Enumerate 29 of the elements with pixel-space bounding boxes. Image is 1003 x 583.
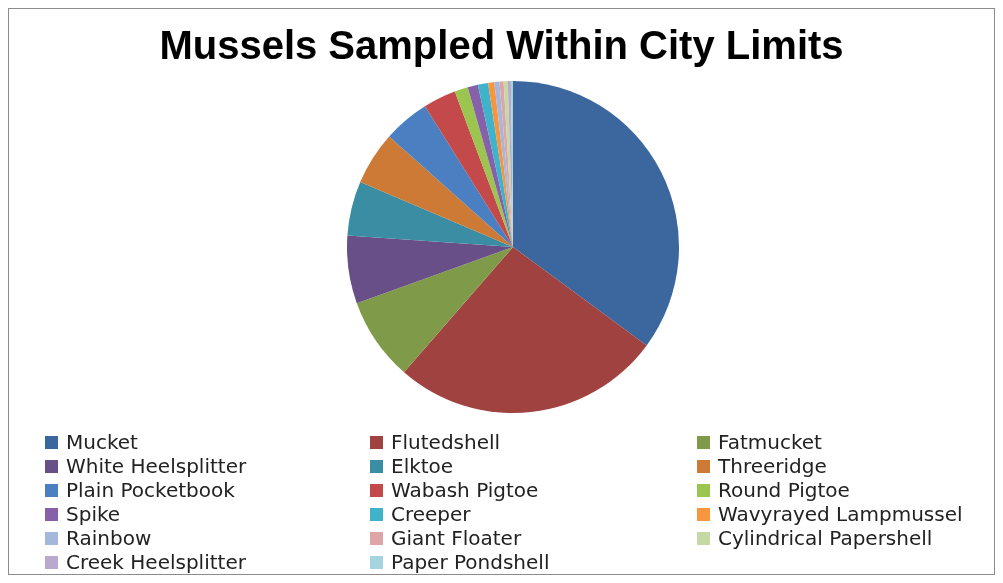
pie-slice: [347, 182, 513, 247]
legend-label: White Heelsplitter: [66, 454, 247, 478]
pie-slice: [424, 91, 513, 247]
legend-label: Cylindrical Papershell: [718, 526, 933, 550]
legend-label: Spike: [66, 502, 121, 526]
pie-slice: [347, 235, 513, 304]
legend-label: Creeper: [391, 502, 471, 526]
legend-label: Elktoe: [391, 454, 454, 478]
pie-slice: [513, 81, 679, 346]
legend-label: Rainbow: [66, 526, 152, 550]
legend-label: Flutedshell: [391, 430, 501, 454]
legend-label: Creek Heelsplitter: [66, 550, 246, 574]
pie-slice: [389, 106, 513, 247]
legend-label: Round Pigtoe: [718, 478, 850, 502]
legend-label: Plain Pocketbook: [66, 478, 235, 502]
legend-label: Fatmucket: [718, 430, 822, 454]
pie-slice: [356, 247, 513, 373]
legend-label: Paper Pondshell: [391, 550, 550, 574]
chart-title: Mussels Sampled Within City Limits: [158, 23, 845, 68]
legend-label: Wabash Pigtoe: [391, 478, 539, 502]
pie-slice: [454, 87, 513, 247]
legend-label: Threeridge: [718, 454, 827, 478]
pie-slice: [477, 82, 513, 247]
legend-label: Wavyrayed Lampmussel: [718, 502, 963, 526]
legend-label: Giant Floater: [391, 526, 522, 550]
pie-slice: [488, 82, 513, 247]
pie-slice: [360, 136, 513, 247]
pie-slice: [404, 247, 647, 413]
legend-label: Mucket: [66, 430, 138, 454]
